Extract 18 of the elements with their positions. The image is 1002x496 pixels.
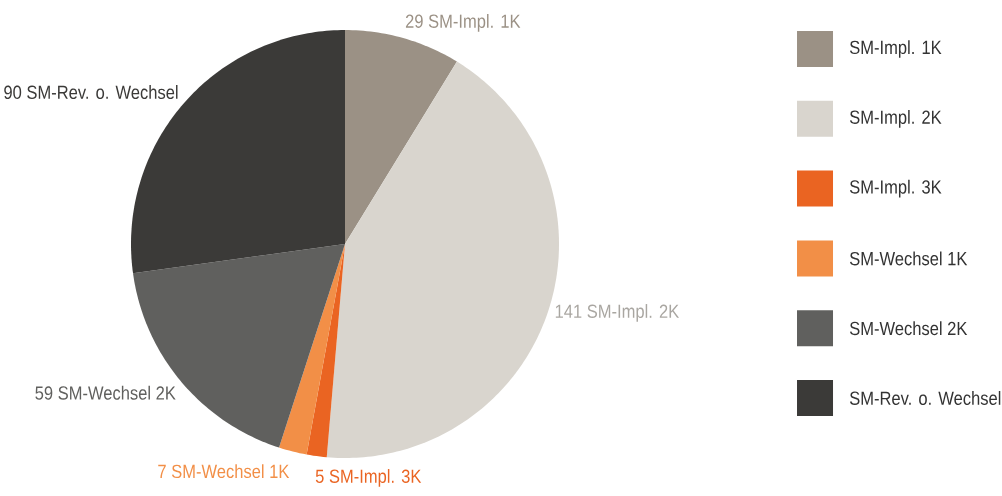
legend-label: SM-Impl. 1K: [849, 40, 942, 58]
data-label: 5: [315, 469, 324, 483]
legend-label: SM-Wechsel 2K: [849, 321, 968, 336]
legend-label: SM-Wechsel 1K: [849, 251, 968, 266]
slice-label: SM-Wechsel 2K: [58, 385, 176, 400]
data-label: 29: [405, 14, 423, 28]
legend-label: SM-Rev. o. Wechsel: [849, 391, 1001, 405]
slice-label: SM-Impl. 3K: [329, 469, 422, 487]
slice-label: SM-Impl. 2K: [587, 304, 680, 322]
legend-label: SM-Impl. 2K: [849, 109, 942, 128]
data-label: 7: [158, 464, 166, 478]
data-label: 141: [555, 304, 582, 318]
slice-label: SM-Impl. 1K: [428, 13, 521, 32]
slice-label: SM-Wechsel 1K: [171, 464, 290, 479]
data-label: 90: [4, 85, 22, 100]
legend-label: SM-Impl. 3K: [849, 179, 942, 198]
data-label: 59: [35, 386, 53, 400]
slice-label: SM-Rev. o. Wechsel: [27, 85, 178, 100]
